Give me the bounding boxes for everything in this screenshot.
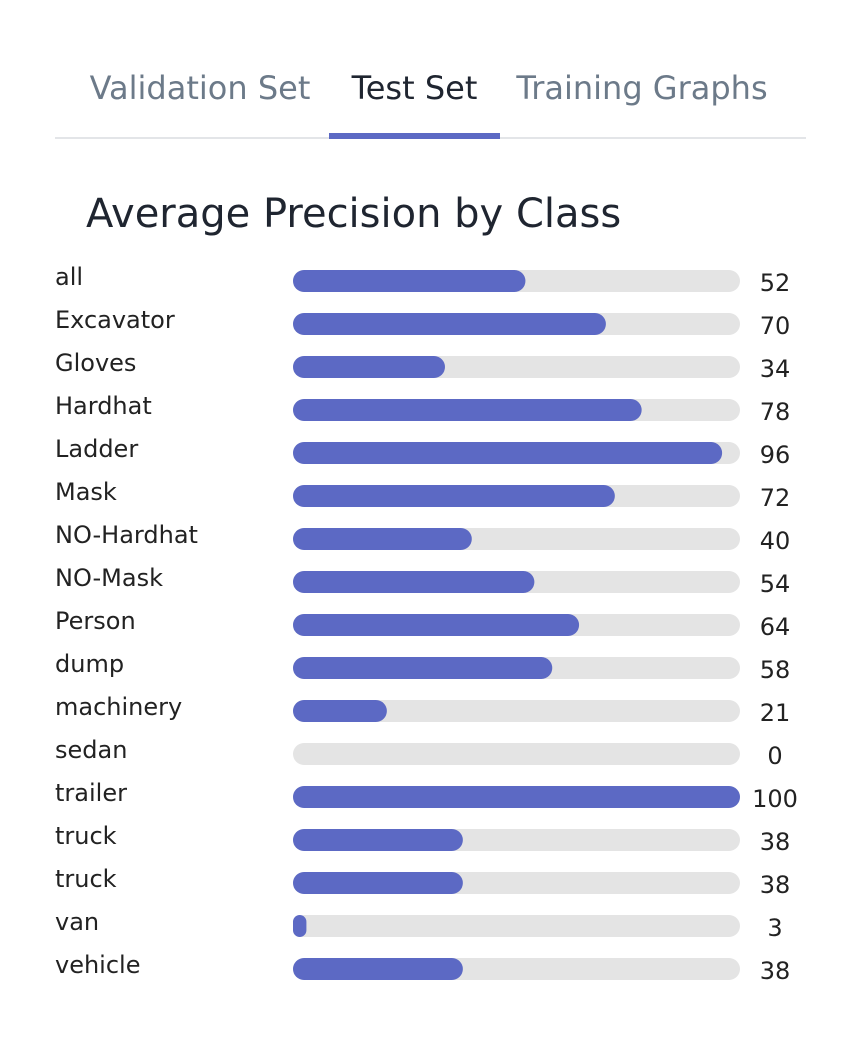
- category-label: all: [55, 263, 83, 291]
- bar: [293, 442, 723, 464]
- bar-track: [293, 485, 740, 507]
- category-label: Person: [55, 607, 136, 635]
- value-label: 78: [760, 398, 791, 426]
- category-label: NO-Hardhat: [55, 521, 198, 549]
- value-label: 0: [767, 742, 782, 770]
- bar-track: [293, 571, 740, 593]
- chart-row: Ladder 96: [55, 435, 790, 469]
- bar-track: [293, 829, 740, 851]
- bar: [293, 571, 535, 593]
- bar-track: [293, 313, 740, 335]
- value-label: 70: [760, 312, 791, 340]
- bar-track: [293, 614, 740, 636]
- bar-track: [293, 872, 740, 894]
- tab-training-graphs[interactable]: Training Graphs: [516, 69, 768, 107]
- chart-row: Mask 72: [55, 478, 790, 512]
- bar-track: [293, 356, 740, 378]
- bar: [293, 872, 463, 894]
- bar: [293, 356, 445, 378]
- value-label: 38: [760, 871, 791, 899]
- bar: [293, 915, 307, 937]
- category-label: Hardhat: [55, 392, 152, 420]
- active-tab-indicator: [329, 133, 500, 139]
- value-label: 21: [760, 699, 791, 727]
- bar-track: [293, 442, 740, 464]
- chart-row: NO-Hardhat 40: [55, 521, 790, 555]
- value-label: 64: [760, 613, 791, 641]
- bar-track: [293, 786, 740, 808]
- value-label: 3: [767, 914, 782, 942]
- bar-track: [293, 915, 740, 937]
- category-label: vehicle: [55, 951, 140, 979]
- bar: [293, 399, 642, 421]
- bar: [293, 657, 553, 679]
- chart-row: truck 38: [55, 865, 790, 899]
- value-label: 58: [760, 656, 791, 684]
- category-label: NO-Mask: [55, 564, 163, 592]
- value-label: 34: [760, 355, 791, 383]
- chart-row: trailer 100: [55, 779, 798, 813]
- bar-track: [293, 657, 740, 679]
- chart-row: van 3: [55, 908, 783, 942]
- bar: [293, 528, 472, 550]
- bar: [293, 270, 526, 292]
- chart-row: all 52: [55, 263, 790, 297]
- bar: [293, 829, 463, 851]
- tab-test-set[interactable]: Test Set: [329, 56, 500, 139]
- bar-track: [293, 270, 740, 292]
- bar-track: [293, 743, 740, 765]
- bar-track: [293, 528, 740, 550]
- value-label: 40: [760, 527, 791, 555]
- category-label: Ladder: [55, 435, 138, 463]
- value-label: 38: [760, 957, 791, 985]
- value-label: 96: [760, 441, 791, 469]
- bar: [293, 614, 580, 636]
- chart-row: machinery 21: [55, 693, 790, 727]
- category-label: Excavator: [55, 306, 175, 334]
- tab-test-set-label: Test Set: [351, 69, 478, 107]
- category-label: sedan: [55, 736, 127, 764]
- chart-row: Excavator 70: [55, 306, 790, 340]
- chart-row: sedan 0: [55, 736, 783, 770]
- chart-row: dump 58: [55, 650, 790, 684]
- category-label: van: [55, 908, 99, 936]
- category-label: trailer: [55, 779, 127, 807]
- bar: [293, 958, 463, 980]
- chart-row: Person 64: [55, 607, 790, 641]
- value-label: 38: [760, 828, 791, 856]
- category-label: truck: [55, 822, 117, 850]
- bar: [293, 485, 615, 507]
- bar: [293, 786, 740, 808]
- category-label: Mask: [55, 478, 117, 506]
- bar-track: [293, 958, 740, 980]
- value-label: 52: [760, 269, 791, 297]
- value-label: 54: [760, 570, 791, 598]
- value-label: 100: [752, 785, 798, 813]
- chart-row: NO-Mask 54: [55, 564, 790, 598]
- chart-row: vehicle 38: [55, 951, 790, 985]
- chart-row: Hardhat 78: [55, 392, 790, 426]
- tab-validation-set[interactable]: Validation Set: [89, 69, 311, 107]
- category-label: truck: [55, 865, 117, 893]
- category-label: dump: [55, 650, 124, 678]
- value-label: 72: [760, 484, 791, 512]
- tab-bar: Validation Set Test Set Training Graphs: [55, 56, 806, 139]
- bar: [293, 700, 387, 722]
- category-label: Gloves: [55, 349, 136, 377]
- chart-title: Average Precision by Class: [86, 191, 622, 237]
- chart-row: Gloves 34: [55, 349, 790, 383]
- category-label: machinery: [55, 693, 182, 721]
- chart-row: truck 38: [55, 822, 790, 856]
- bar: [293, 313, 606, 335]
- bar-track: [293, 700, 740, 722]
- bar-track: [293, 399, 740, 421]
